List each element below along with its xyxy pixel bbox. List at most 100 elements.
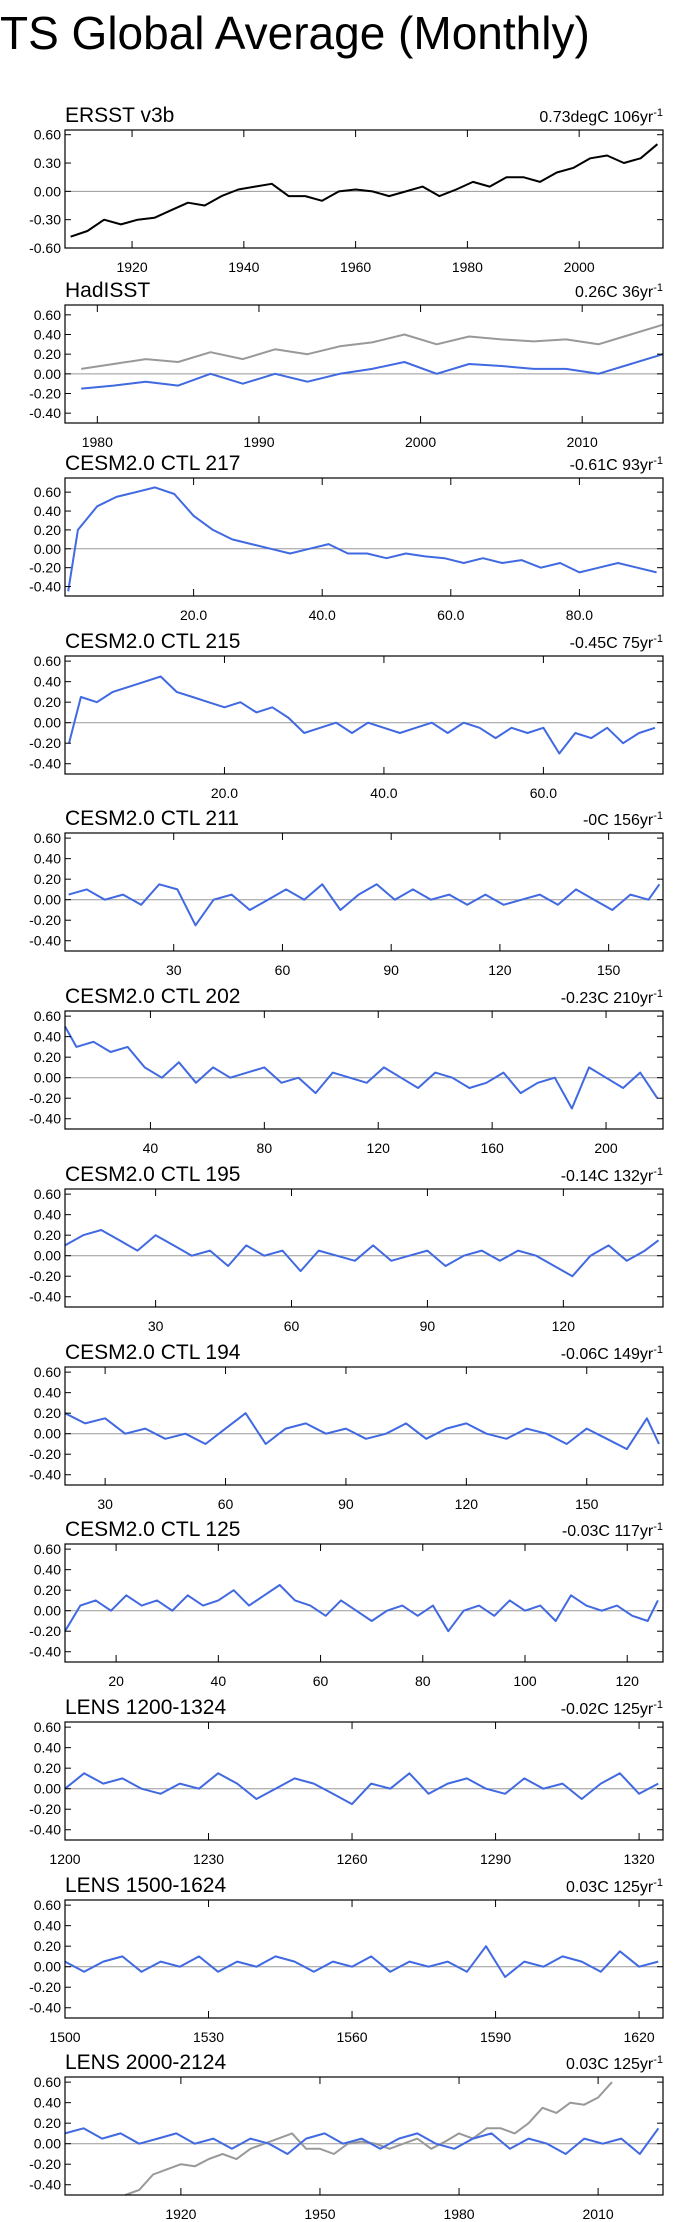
series-line [64, 1229, 660, 1278]
panel-title: CESM2.0 CTL 202 [65, 985, 240, 1008]
x-tick-label: 1560 [336, 2029, 367, 2045]
plot-frame [64, 1366, 664, 1486]
x-tick-label: 150 [597, 962, 621, 978]
y-tick-label: -0.20 [29, 2156, 61, 2172]
y-tick-label: 0.00 [34, 1248, 61, 1264]
y-tick-label: -0.20 [29, 1801, 61, 1817]
trend-exponent: -1 [653, 633, 663, 645]
y-tick-label: 0.60 [34, 484, 61, 500]
y-tick-label: -0.20 [29, 560, 61, 576]
trend-label: 0.03C 125yr-1 [566, 2054, 663, 2073]
plot-frame [64, 1721, 664, 1841]
y-tick-label: -0.30 [29, 212, 61, 228]
x-tick-label: 40.0 [309, 607, 336, 623]
y-tick-label: -0.40 [29, 933, 61, 949]
trend-label: -0.14C 132yr-1 [561, 1166, 663, 1185]
trend-label: -0.45C 75yr-1 [570, 633, 663, 652]
x-tick-label: 1620 [624, 2029, 655, 2045]
x-tick-label: 30 [148, 1318, 164, 1334]
trend-exponent: -1 [653, 1521, 663, 1533]
x-tick-label: 2010 [567, 434, 598, 450]
panel-title: CESM2.0 CTL 211 [65, 807, 239, 830]
y-tick-label: 0.00 [34, 366, 61, 382]
x-tick-label: 60 [284, 1318, 300, 1334]
y-tick-label: 0.40 [34, 327, 61, 343]
y-tick-label: -0.20 [29, 1623, 61, 1639]
y-tick-label: -0.40 [29, 1822, 61, 1838]
series-line [64, 1772, 659, 1806]
x-tick-label: 80.0 [566, 607, 593, 623]
x-tick-label: 2000 [564, 259, 595, 275]
trend-exponent: -1 [653, 2054, 663, 2066]
x-tick-label: 1230 [193, 1851, 224, 1867]
trend-label: -0.03C 117yr-1 [562, 1521, 663, 1540]
x-tick-label: 60.0 [530, 785, 557, 801]
y-tick-label: 0.60 [34, 1186, 61, 1202]
y-tick-label: 0.20 [34, 1938, 61, 1954]
y-tick-label: 0.00 [34, 1070, 61, 1086]
panel-title: ERSST v3b [65, 104, 174, 127]
x-tick-label: 60 [313, 1673, 329, 1689]
trend-exponent: -1 [653, 107, 663, 119]
trend-exponent: -1 [653, 455, 663, 467]
plot-frame [64, 129, 664, 249]
panel-title: LENS 1200-1324 [65, 1696, 226, 1719]
x-tick-label: 90 [420, 1318, 436, 1334]
x-tick-label: 2000 [405, 434, 436, 450]
trend-exponent: -1 [653, 1699, 663, 1711]
y-tick-label: 0.00 [34, 541, 61, 557]
y-tick-label: 0.40 [34, 1740, 61, 1756]
x-tick-label: 120 [367, 1140, 391, 1156]
x-tick-label: 200 [594, 1140, 618, 1156]
y-tick-label: -0.20 [29, 1268, 61, 1284]
y-tick-label: 0.20 [34, 1227, 61, 1243]
y-tick-label: -0.20 [29, 386, 61, 402]
y-tick-label: -0.40 [29, 1467, 61, 1483]
x-tick-label: 1530 [193, 2029, 224, 2045]
x-tick-label: 1980 [452, 259, 483, 275]
panel-title: CESM2.0 CTL 125 [65, 1518, 240, 1541]
x-tick-label: 120 [616, 1673, 640, 1689]
panel-title: CESM2.0 CTL 195 [65, 1163, 240, 1186]
y-tick-label: -0.20 [29, 1979, 61, 1995]
series-line [70, 143, 659, 238]
y-tick-label: 0.60 [34, 1364, 61, 1380]
trend-exponent: -1 [653, 1344, 663, 1356]
y-tick-label: -0.40 [29, 1111, 61, 1127]
trend-label: -0.06C 149yr-1 [561, 1344, 663, 1363]
trend-label: 0.73degC 106yr-1 [539, 107, 663, 126]
plot-frame [64, 655, 664, 775]
y-tick-label: 0.60 [34, 1008, 61, 1024]
x-tick-label: 1590 [480, 2029, 511, 2045]
x-tick-label: 90 [383, 962, 399, 978]
y-tick-label: 0.20 [34, 1582, 61, 1598]
series-line [81, 323, 664, 370]
plot-frame [64, 832, 664, 952]
panel-title: LENS 1500-1624 [65, 1874, 226, 1897]
y-tick-label: -0.40 [29, 2000, 61, 2016]
y-tick-label: 0.60 [34, 830, 61, 846]
y-tick-label: 0.40 [34, 1207, 61, 1223]
plot-frame [64, 1543, 664, 1663]
y-tick-label: 0.60 [34, 1897, 61, 1913]
x-tick-label: 160 [480, 1140, 504, 1156]
y-tick-label: -0.20 [29, 1446, 61, 1462]
y-tick-label: 0.20 [34, 522, 61, 538]
y-tick-label: 0.20 [34, 694, 61, 710]
x-tick-label: 120 [488, 962, 512, 978]
y-tick-label: 0.20 [34, 1049, 61, 1065]
x-tick-label: 60 [275, 962, 291, 978]
x-tick-label: 80 [415, 1673, 431, 1689]
y-tick-label: -0.20 [29, 1090, 61, 1106]
x-tick-label: 120 [455, 1496, 479, 1512]
y-tick-label: 0.00 [34, 183, 61, 199]
x-tick-label: 150 [575, 1496, 599, 1512]
y-tick-label: 0.30 [34, 155, 61, 171]
trend-label: -0.02C 125yr-1 [561, 1699, 663, 1718]
series-line [64, 1584, 659, 1633]
y-tick-label: -0.40 [29, 579, 61, 595]
x-tick-label: 120 [552, 1318, 576, 1334]
y-tick-label: 0.60 [34, 653, 61, 669]
x-tick-label: 1290 [480, 1851, 511, 1867]
y-tick-label: 0.20 [34, 2115, 61, 2131]
